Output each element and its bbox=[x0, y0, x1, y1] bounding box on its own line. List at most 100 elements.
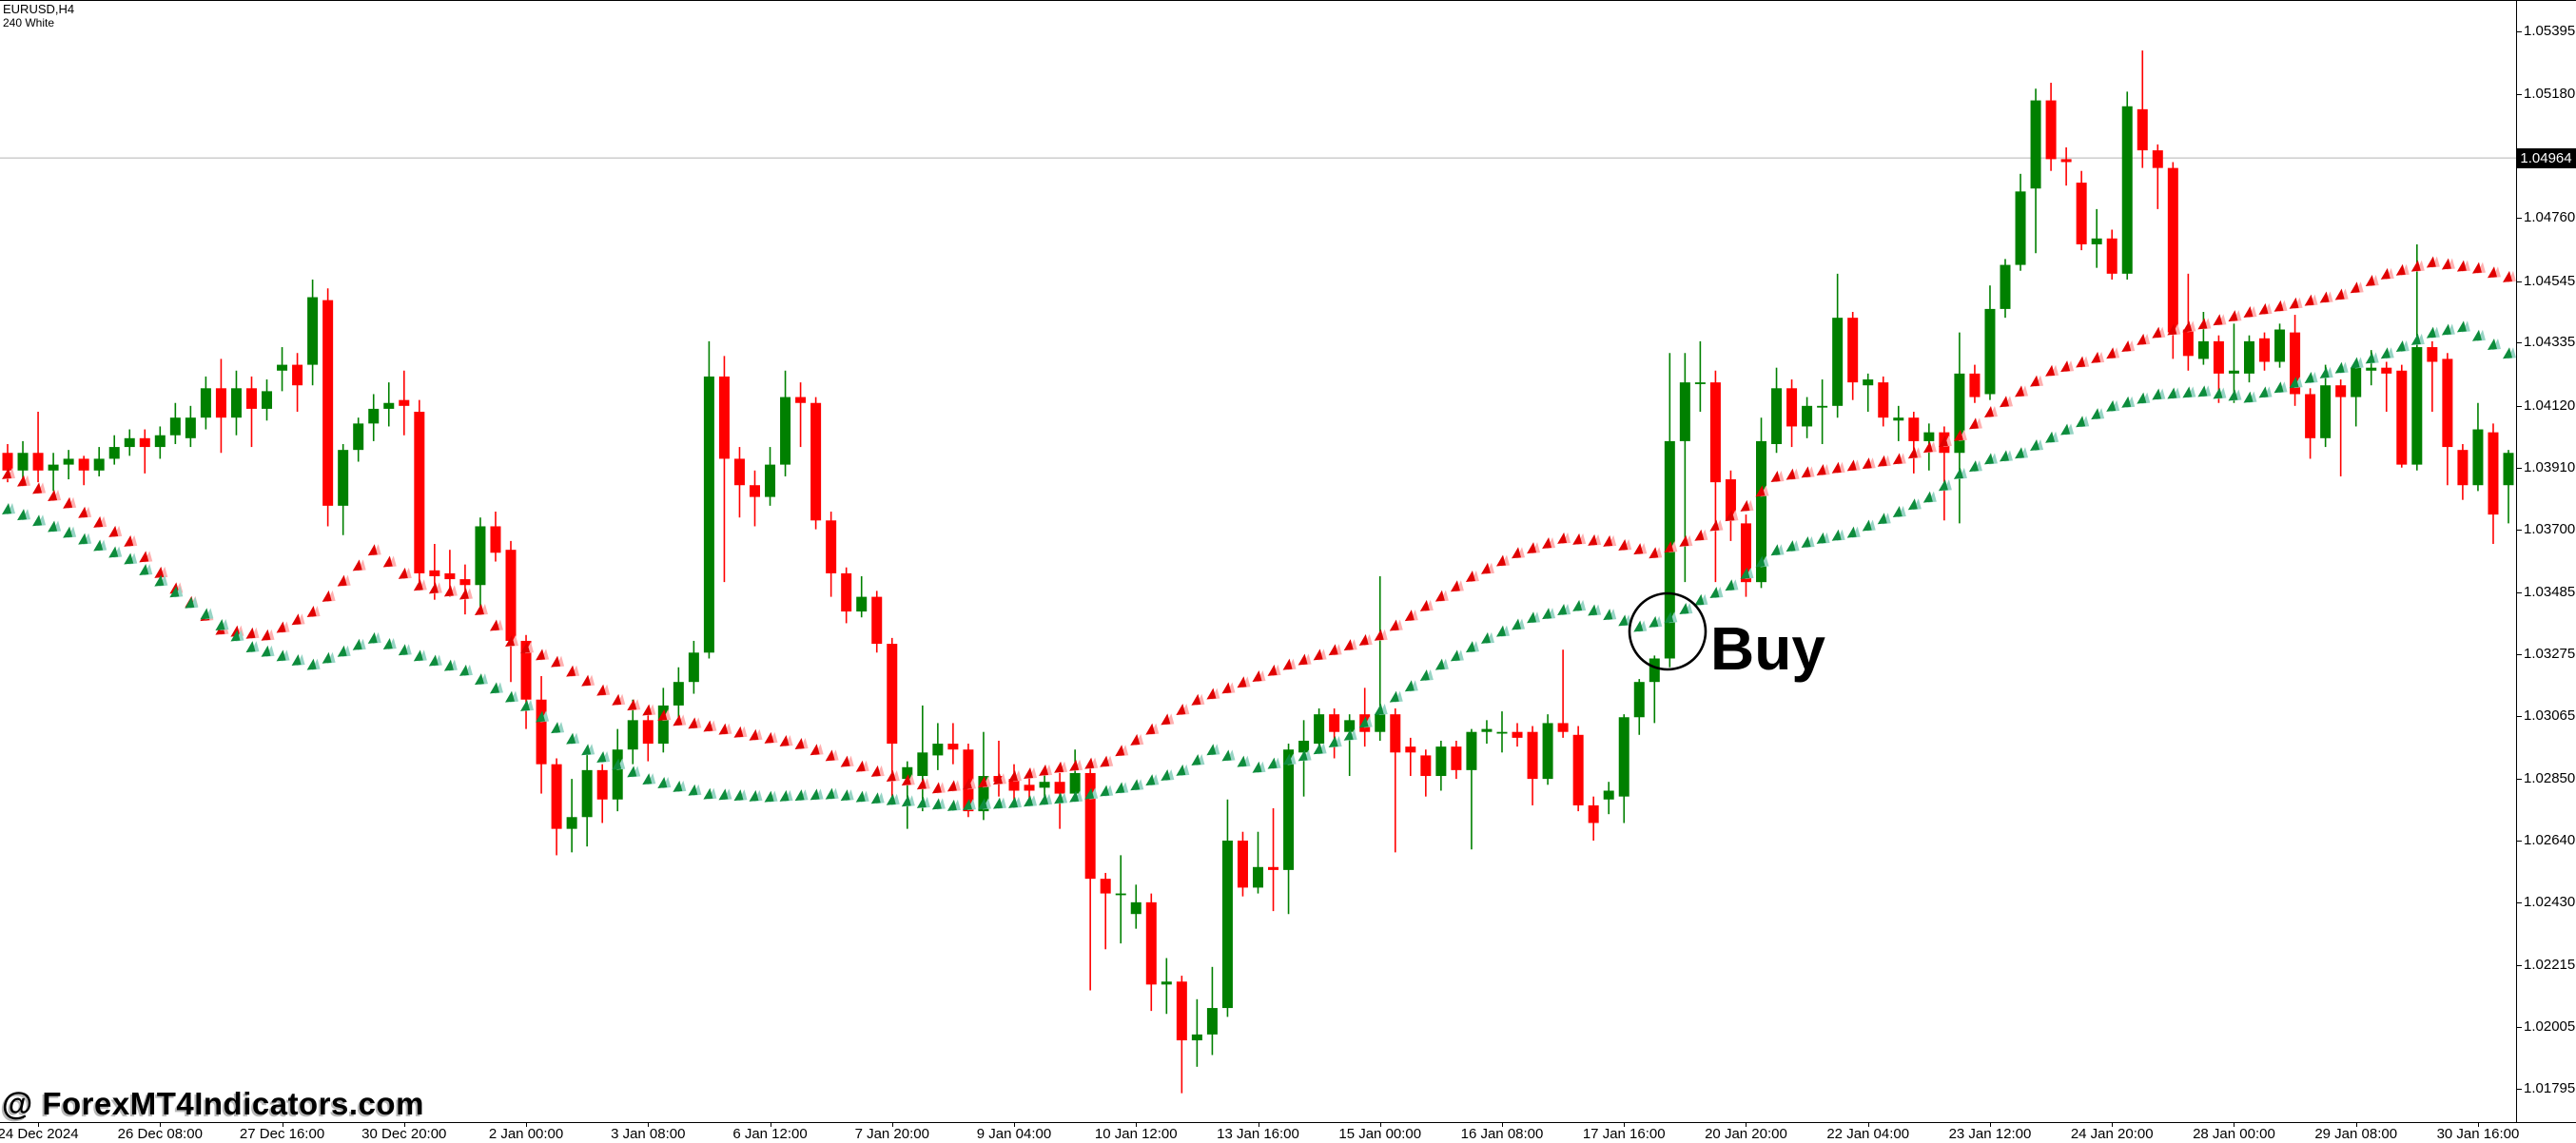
sell-arrow-icon bbox=[2030, 375, 2040, 387]
buy-arrow-icon bbox=[1130, 779, 1141, 791]
bull-candle bbox=[2366, 367, 2377, 371]
buy-arrow-icon bbox=[489, 682, 499, 694]
time-label: 16 Jan 08:00 bbox=[1460, 1126, 1544, 1142]
sell-arrow-icon bbox=[505, 634, 516, 647]
time-label: 30 Dec 20:00 bbox=[361, 1126, 447, 1142]
bull-candle bbox=[1283, 749, 1295, 870]
bear-candle bbox=[947, 744, 959, 750]
buy-arrow-icon bbox=[1740, 567, 1750, 579]
sell-arrow-icon bbox=[1557, 532, 1568, 544]
bear-candle bbox=[414, 412, 425, 573]
buy-arrow-icon bbox=[1512, 618, 1522, 630]
bear-candle bbox=[1100, 879, 1111, 894]
bull-candle bbox=[1191, 1034, 1202, 1041]
buy-arrow-icon bbox=[2137, 392, 2147, 404]
sell-arrow-icon bbox=[1298, 653, 1308, 666]
sell-arrow-icon bbox=[1206, 688, 1217, 700]
sell-arrow-icon bbox=[1374, 629, 1384, 641]
sell-arrow-icon bbox=[977, 776, 987, 788]
bear-candle bbox=[2137, 108, 2148, 151]
buy-arrow-icon bbox=[2395, 340, 2406, 353]
time-label: 10 Jan 12:00 bbox=[1094, 1126, 1178, 1142]
bear-candle bbox=[2381, 367, 2392, 374]
buy-arrow-icon bbox=[1282, 753, 1293, 765]
buy-arrow-icon bbox=[306, 658, 317, 670]
buy-arrow-icon bbox=[627, 765, 637, 778]
bear-candle bbox=[322, 300, 334, 506]
sell-arrow-icon bbox=[32, 482, 43, 494]
bull-candle bbox=[2503, 453, 2514, 486]
price-label: 1.03910 bbox=[2524, 458, 2576, 475]
sell-arrow-icon bbox=[536, 649, 546, 661]
buy-annotation-label: Buy bbox=[1710, 614, 1825, 683]
sell-arrow-icon bbox=[962, 778, 972, 790]
bull-candle bbox=[353, 423, 364, 451]
bear-candle bbox=[551, 764, 562, 829]
bear-candle bbox=[2213, 340, 2224, 374]
sell-arrow-icon bbox=[1801, 466, 1811, 478]
bull-candle bbox=[338, 450, 349, 506]
bear-candle bbox=[1512, 731, 1523, 738]
sell-arrow-icon bbox=[291, 613, 302, 626]
bear-candle bbox=[429, 570, 440, 576]
sell-arrow-icon bbox=[124, 534, 134, 547]
sell-arrow-icon bbox=[2441, 258, 2451, 270]
sell-arrow-icon bbox=[2395, 263, 2406, 276]
price-label: 1.02005 bbox=[2524, 1018, 2576, 1036]
bear-candle bbox=[2, 453, 13, 471]
bull-candle bbox=[277, 364, 288, 371]
sell-arrow-icon bbox=[886, 770, 896, 783]
buy-arrow-icon bbox=[139, 564, 149, 576]
sell-arrow-icon bbox=[78, 506, 88, 518]
buy-arrow-icon bbox=[1100, 785, 1110, 797]
price-label: 1.03485 bbox=[2524, 583, 2576, 600]
sell-arrow-icon bbox=[2076, 356, 2086, 368]
buy-arrow-icon bbox=[1953, 467, 1963, 479]
buy-arrow-icon bbox=[1480, 631, 1491, 644]
sell-arrow-icon bbox=[1495, 554, 1506, 567]
sell-arrow-icon bbox=[2487, 266, 2497, 279]
bear-candle bbox=[2457, 450, 2469, 486]
bear-candle bbox=[1588, 804, 1599, 823]
buy-arrow-icon bbox=[855, 790, 866, 803]
bear-candle bbox=[459, 579, 471, 586]
bear-candle bbox=[1084, 772, 1096, 880]
buy-arrow-icon bbox=[1389, 690, 1399, 703]
buy-arrow-icon bbox=[688, 784, 698, 796]
sell-arrow-icon bbox=[1252, 670, 1262, 683]
buy-arrow-icon bbox=[992, 797, 1003, 809]
sell-arrow-icon bbox=[2471, 262, 2482, 274]
bull-candle bbox=[1039, 782, 1050, 788]
buy-arrow-icon bbox=[474, 673, 484, 686]
bear-candle bbox=[78, 458, 89, 471]
buy-arrow-icon bbox=[612, 758, 622, 770]
bear-candle bbox=[2106, 238, 2117, 274]
buy-arrow-icon bbox=[215, 618, 225, 630]
sell-arrow-icon bbox=[1313, 649, 1323, 661]
bull-candle bbox=[1298, 740, 1310, 753]
sell-arrow-icon bbox=[1816, 464, 1826, 476]
buy-arrow-icon bbox=[1618, 614, 1629, 627]
price-label: 1.02430 bbox=[2524, 893, 2576, 910]
bull-candle bbox=[1923, 432, 1935, 441]
sell-arrow-icon bbox=[1404, 610, 1415, 622]
buy-arrow-icon bbox=[2334, 361, 2345, 374]
price-label: 1.05180 bbox=[2524, 86, 2576, 103]
bull-candle bbox=[765, 464, 776, 497]
time-label: 9 Jan 04:00 bbox=[976, 1126, 1052, 1142]
buy-arrow-icon bbox=[2182, 386, 2193, 398]
buy-arrow-icon bbox=[2258, 386, 2269, 398]
bull-candle bbox=[1069, 772, 1081, 794]
time-tick bbox=[38, 1123, 40, 1127]
price-tick bbox=[2516, 840, 2522, 842]
bull-candle bbox=[2121, 106, 2133, 274]
sell-arrow-icon bbox=[1176, 704, 1186, 716]
sell-arrow-icon bbox=[1008, 770, 1019, 783]
bull-candle bbox=[1130, 901, 1142, 915]
bull-candle bbox=[902, 766, 913, 780]
bear-candle bbox=[1268, 866, 1279, 870]
bear-candle bbox=[32, 453, 44, 471]
buy-arrow-icon bbox=[1161, 769, 1171, 782]
bull-candle bbox=[48, 464, 59, 471]
bull-candle bbox=[1802, 405, 1813, 427]
